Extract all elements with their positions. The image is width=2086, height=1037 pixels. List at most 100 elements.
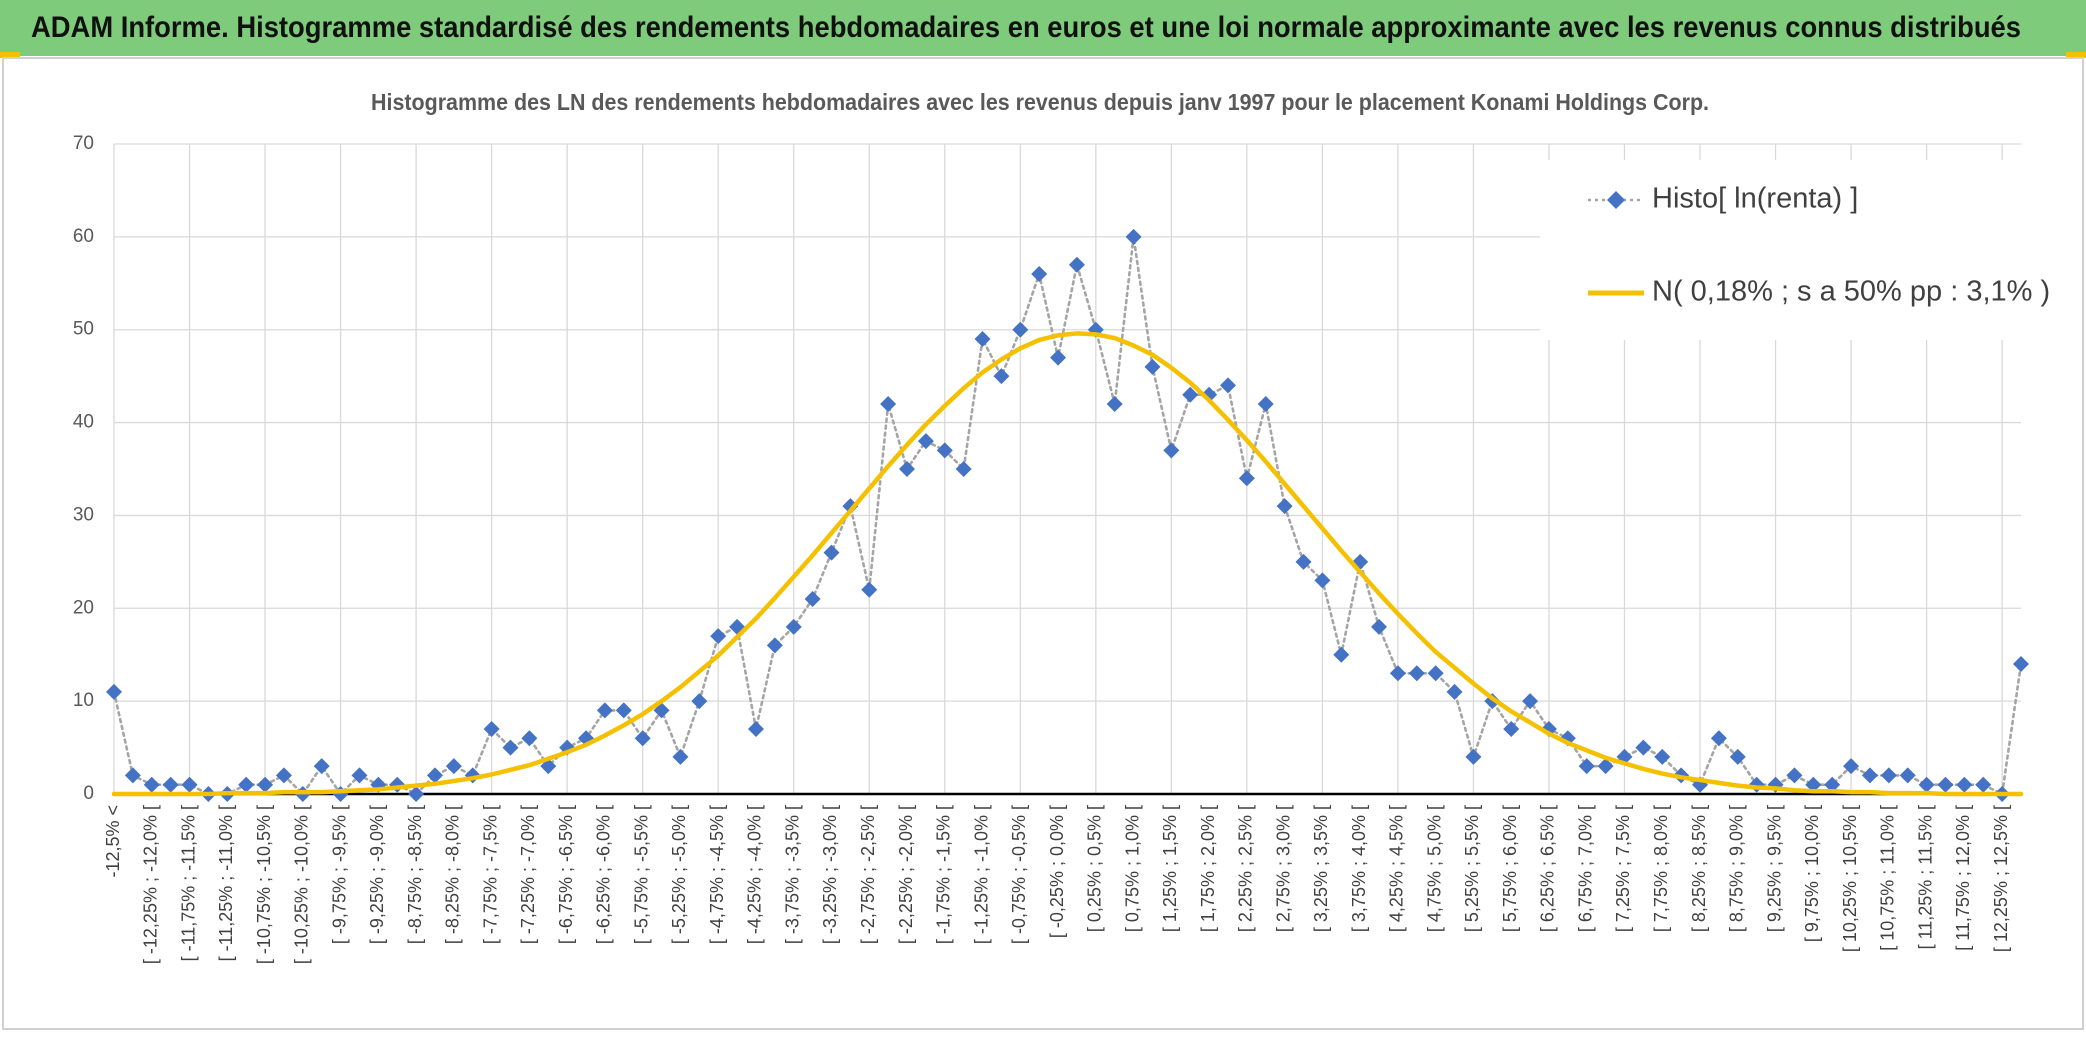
chart-frame — [2, 57, 2084, 1030]
marker — [634, 730, 651, 747]
marker — [483, 721, 500, 737]
marker — [936, 442, 953, 459]
marker — [615, 702, 632, 719]
y-tick-label: 0 — [83, 783, 94, 804]
marker — [1446, 683, 1463, 700]
y-tick-label: 30 — [73, 504, 94, 525]
marker — [1333, 646, 1350, 663]
x-tick-label: [ -2,25% ; -2,0% [ — [896, 805, 916, 944]
marker — [1578, 758, 1595, 775]
x-tick-label: [ 0,25% ; 0,5% [ — [1085, 805, 1105, 932]
x-tick-label: [ 11,25% ; 11,5% [ — [1915, 805, 1935, 949]
marker — [1012, 321, 1029, 338]
marker — [1314, 572, 1331, 589]
x-tick-label: [ 1,75% ; 2,0% [ — [1198, 805, 1218, 932]
marker — [521, 730, 538, 747]
x-tick-label: [ -4,75% ; -4,5% [ — [707, 805, 727, 944]
marker — [313, 758, 330, 775]
x-tick-label: [ -5,25% ; -5,0% [ — [669, 805, 689, 944]
marker — [1219, 377, 1236, 394]
marker — [1918, 776, 1935, 793]
marker — [1389, 665, 1406, 682]
x-tick-label: [ -12,25% ; -12,0% [ — [141, 805, 161, 964]
marker — [1144, 358, 1161, 375]
marker — [2013, 656, 2029, 672]
marker — [1295, 553, 1312, 570]
x-tick-label: [ 9,75% ; 10,0% [ — [1802, 805, 1822, 942]
marker — [880, 396, 897, 412]
marker — [1125, 228, 1142, 245]
x-tick-label: -12,5% < — [103, 805, 123, 878]
marker — [1975, 776, 1992, 793]
x-tick-label: [ 4,25% ; 4,5% [ — [1387, 805, 1407, 932]
marker — [804, 591, 821, 607]
x-tick-label: [ 5,25% ; 5,5% [ — [1462, 805, 1482, 932]
x-tick-label: [ 8,75% ; 9,0% [ — [1727, 805, 1747, 932]
marker — [1106, 396, 1123, 412]
x-tick-label: [ -7,25% ; -7,0% [ — [518, 805, 538, 944]
marker — [351, 767, 368, 784]
marker — [124, 767, 141, 784]
x-tick-label: [ 3,75% ; 4,0% [ — [1349, 805, 1369, 932]
y-tick-label: 20 — [73, 597, 94, 618]
marker — [917, 433, 934, 450]
marker — [1465, 748, 1482, 765]
marker — [1597, 758, 1614, 775]
marker — [181, 776, 198, 793]
x-tick-label: [ 2,75% ; 3,0% [ — [1273, 805, 1293, 932]
marker — [408, 786, 425, 802]
x-tick-label: [ 5,75% ; 6,0% [ — [1500, 805, 1520, 932]
x-tick-label: [ -3,25% ; -3,0% [ — [820, 805, 840, 944]
x-tick-label: [ 0,75% ; 1,0% [ — [1122, 805, 1142, 932]
marker — [1805, 776, 1822, 793]
marker — [257, 776, 274, 793]
marker — [1861, 767, 1878, 784]
marker — [861, 581, 878, 598]
marker — [1824, 776, 1841, 793]
marker — [710, 628, 727, 645]
x-tick-label: [ -2,75% ; -2,5% [ — [858, 805, 878, 944]
x-tick-label: [ -11,75% ; -11,5% [ — [178, 805, 198, 961]
x-tick-label: [ 8,25% ; 8,5% [ — [1689, 805, 1709, 932]
x-tick-label: [ 2,25% ; 2,5% [ — [1236, 805, 1256, 932]
x-tick-label: [ -11,25% ; -11,0% [ — [216, 805, 236, 961]
marker — [691, 693, 708, 710]
x-tick-label: [ 10,25% ; 10,5% [ — [1840, 805, 1860, 952]
x-tick-label: [ -0,75% ; -0,5% [ — [1009, 805, 1029, 944]
marker — [1937, 776, 1954, 793]
x-tick-label: [ -3,75% ; -3,5% [ — [782, 805, 802, 944]
marker — [766, 637, 783, 654]
legend-label: N( 0,18% ; s a 50% pp : 3,1% ) — [1652, 276, 2050, 308]
x-tick-label: [ -9,25% ; -9,0% [ — [367, 805, 387, 944]
marker — [842, 498, 859, 515]
marker — [1371, 618, 1388, 635]
x-tick-label: [ -10,25% ; -10,0% [ — [292, 805, 312, 964]
header-bar — [0, 0, 2086, 56]
marker — [1956, 776, 1973, 793]
marker — [502, 739, 519, 756]
x-tick-label: [ -9,75% ; -9,5% [ — [329, 805, 349, 944]
marker — [747, 721, 764, 737]
legend-marker — [1607, 191, 1625, 209]
x-tick-label: [ -8,75% ; -8,5% [ — [405, 805, 425, 944]
x-tick-label: [ 7,75% ; 8,0% [ — [1651, 805, 1671, 932]
marker — [1729, 748, 1746, 765]
marker — [1786, 767, 1803, 784]
corner-mark — [2066, 52, 2086, 58]
marker — [899, 461, 916, 477]
x-tick-label: [ -1,25% ; -1,0% [ — [971, 805, 991, 944]
marker — [275, 767, 292, 784]
legend-label: Histo[ ln(renta) ] — [1652, 183, 1858, 215]
x-tick-label: [ -7,75% ; -7,5% [ — [480, 805, 500, 944]
x-tick-label: [ -6,75% ; -6,5% [ — [556, 805, 576, 944]
y-tick-label: 10 — [73, 690, 94, 711]
x-tick-label: [ 4,75% ; 5,0% [ — [1424, 805, 1444, 932]
marker — [1503, 721, 1520, 737]
marker — [445, 758, 462, 775]
marker — [1238, 470, 1255, 487]
marker — [823, 544, 840, 561]
marker — [993, 368, 1010, 385]
x-tick-label: [ 12,25% ; 12,5% [ — [1991, 805, 2011, 952]
x-tick-label: [ 1,25% ; 1,5% [ — [1160, 805, 1180, 932]
